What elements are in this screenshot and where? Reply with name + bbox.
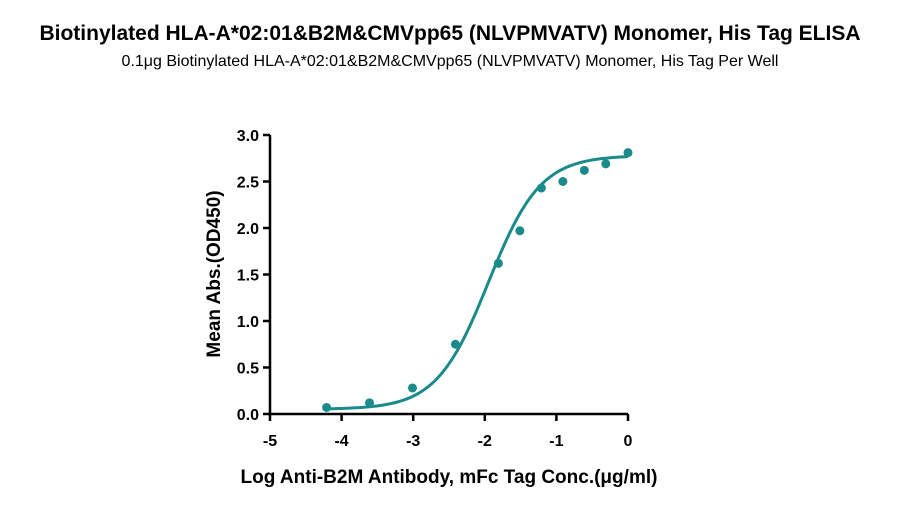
y-tick-label: 2.5 (237, 175, 259, 192)
data-point (365, 398, 375, 408)
data-point (558, 177, 568, 186)
y-tick-label: 2.0 (237, 221, 259, 238)
data-point (450, 339, 460, 349)
data-point (515, 226, 525, 236)
data-point (579, 165, 589, 175)
y-tick-label: 1.0 (237, 314, 259, 331)
data-point (407, 383, 417, 393)
x-axis-label: Log Anti-B2M Antibody, mFc Tag Conc.(μg/… (241, 467, 658, 488)
x-tick-label: -1 (549, 433, 563, 450)
data-points (322, 148, 633, 412)
x-tick-label: -3 (406, 433, 420, 450)
fit-curve (326, 155, 629, 411)
x-tick-label: -4 (334, 433, 348, 450)
chart-subtitle: 0.1μg Biotinylated HLA-A*02:01&B2M&CMVpp… (121, 53, 779, 70)
chart-title: Biotinylated HLA-A*02:01&B2M&CMVpp65 (NL… (39, 22, 861, 45)
y-tick-label: 3.0 (237, 128, 259, 145)
y-axis-label: Mean Abs.(OD450) (204, 190, 225, 357)
data-point (536, 183, 546, 193)
data-point (623, 148, 633, 158)
ticks: -5 -4 -3 -2 -1 0 0.0 0.5 1.0 1.5 2.0 2.5 3.0 (237, 128, 633, 450)
data-point (322, 402, 332, 412)
axes (268, 135, 628, 416)
data-point (493, 258, 503, 268)
y-tick-label: 0.5 (237, 361, 259, 378)
x-tick-label: -5 (263, 433, 277, 450)
y-tick-label: 1.5 (237, 268, 259, 285)
x-tick-label: -2 (478, 433, 492, 450)
x-tick-label: 0 (624, 433, 633, 450)
data-point (601, 159, 611, 169)
y-tick-label: 0.0 (237, 407, 259, 424)
